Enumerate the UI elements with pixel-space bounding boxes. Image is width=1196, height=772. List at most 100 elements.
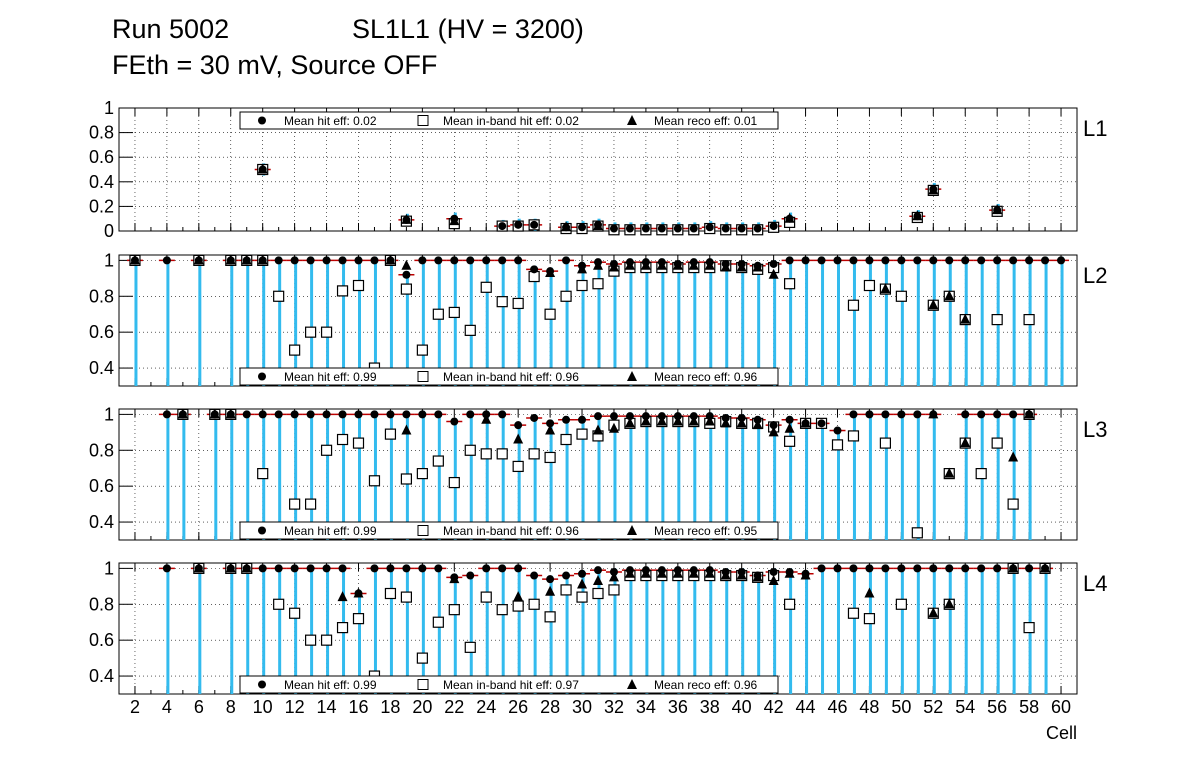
inband-marker [512, 600, 524, 612]
y-tick-label: 0.8 [89, 123, 114, 143]
y-tick-label: 0.6 [89, 476, 114, 496]
hit-marker [785, 214, 794, 223]
hit-marker [929, 256, 938, 265]
hit-marker [641, 566, 650, 575]
hit-marker [769, 222, 778, 231]
legend-inband-marker [417, 371, 429, 382]
hit-marker [897, 410, 906, 419]
hit-marker [242, 410, 251, 419]
hit-marker [753, 224, 762, 233]
inband-marker [528, 598, 540, 610]
inband-marker [320, 326, 333, 338]
inband-marker [480, 281, 492, 293]
y-tick-label: 1 [104, 98, 114, 118]
reco-marker [784, 422, 795, 433]
hit-marker [306, 410, 315, 419]
inband-marker [400, 591, 412, 603]
hit-marker [1009, 564, 1018, 573]
inband-marker [1007, 498, 1019, 510]
hit-marker [785, 256, 794, 265]
legend-hit-text: Mean hit eff: 0.99 [284, 678, 377, 692]
hit-marker [625, 566, 634, 575]
inband-marker [592, 278, 604, 290]
inband-marker [273, 290, 285, 302]
hit-marker [530, 413, 539, 422]
inband-marker [911, 527, 923, 539]
x-tick-label: 6 [194, 697, 204, 717]
hit-marker [418, 410, 427, 419]
reco-marker [736, 417, 747, 428]
inband-marker [528, 448, 540, 460]
x-tick-label: 10 [253, 697, 273, 717]
hit-marker [498, 222, 507, 231]
hit-marker [817, 564, 826, 573]
reco-marker [577, 578, 588, 589]
reco-marker [513, 591, 524, 602]
hit-marker [434, 564, 443, 573]
hit-marker [657, 258, 666, 267]
inband-marker [783, 598, 796, 610]
hit-marker [546, 267, 555, 276]
legend-box [239, 675, 779, 694]
reco-marker [880, 283, 891, 294]
hit-marker [865, 564, 874, 573]
inband-marker [879, 437, 892, 449]
hit-marker [370, 410, 379, 419]
hit-marker [402, 270, 411, 279]
legend-hit-marker [258, 116, 266, 125]
legend-inband-marker [417, 115, 429, 126]
hit-marker [913, 256, 922, 265]
inband-marker [464, 641, 476, 653]
hit-marker [977, 564, 986, 573]
x-tick-label: 22 [444, 697, 464, 717]
hit-marker [386, 410, 395, 419]
hit-marker [801, 569, 810, 578]
hit-marker [993, 256, 1002, 265]
y-tick-label: 0.8 [89, 594, 114, 614]
hit-marker [226, 564, 235, 573]
x-tick-label: 36 [668, 697, 688, 717]
inband-marker [400, 283, 412, 295]
legend-inband-text: Mean in-band hit eff: 0.02 [443, 114, 579, 128]
hit-marker [721, 567, 730, 576]
legend-reco-marker [627, 115, 637, 125]
hit-marker [945, 564, 954, 573]
reco-marker [752, 419, 763, 430]
hit-marker [625, 258, 634, 267]
hit-marker [929, 564, 938, 573]
hit-marker [1025, 410, 1034, 419]
inband-marker [895, 290, 907, 302]
y-tick-label: 0.2 [89, 196, 114, 216]
x-tick-label: 8 [226, 697, 236, 717]
hit-marker [1025, 256, 1034, 265]
inband-marker [496, 604, 508, 616]
hit-marker [753, 571, 762, 580]
x-tick-label: 58 [1019, 697, 1039, 717]
reco-marker [337, 591, 348, 602]
legend-hit-marker [258, 372, 266, 381]
y-tick-label: 1 [104, 558, 114, 578]
legend-hit-text: Mean hit eff: 0.99 [284, 370, 377, 384]
hit-marker [386, 256, 395, 265]
panel-l2: 0.4 0.6 0.8 1 L2 Mean hit eff: 0.99 Mean in-ba… [89, 250, 1107, 387]
hit-marker [546, 419, 555, 428]
inband-marker [320, 444, 333, 456]
legend-hit-text: Mean hit eff: 0.02 [284, 114, 377, 128]
inband-marker [320, 634, 333, 646]
inband-marker [480, 448, 492, 460]
inband-marker [512, 297, 524, 310]
inband-marker [384, 587, 397, 600]
hit-marker [482, 564, 491, 573]
inband-marker [544, 611, 556, 623]
y-tick-label: 0.8 [89, 286, 114, 306]
hit-marker [402, 410, 411, 419]
x-tick-label: 32 [604, 697, 624, 717]
hit-marker [673, 412, 682, 421]
hit-marker [609, 412, 618, 421]
inband-marker [991, 314, 1003, 326]
inband-marker [991, 437, 1003, 449]
hit-marker [657, 412, 666, 421]
hit-marker [514, 220, 523, 229]
hit-marker [849, 410, 858, 419]
inband-marker [592, 587, 604, 600]
